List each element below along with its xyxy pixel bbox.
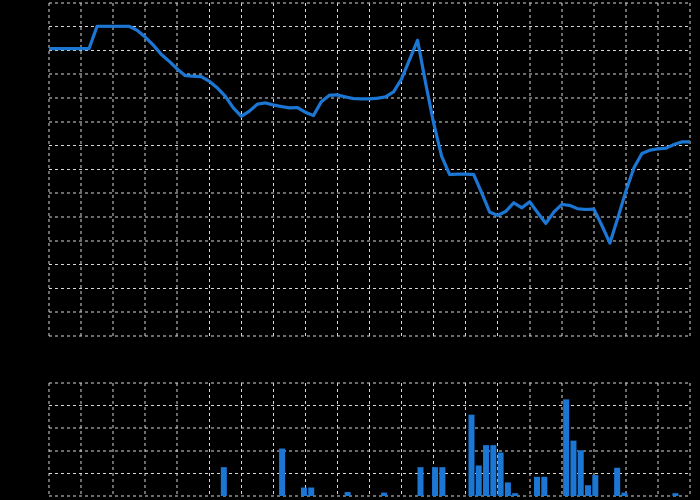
volume-bar — [308, 487, 315, 496]
price-chart-panel — [48, 2, 691, 337]
volume-bar — [483, 445, 490, 496]
volume-bar — [279, 448, 286, 496]
volume-chart-svg — [48, 382, 691, 497]
volume-bar — [432, 467, 439, 497]
volume-bar — [614, 467, 621, 496]
volume-bar — [344, 492, 351, 496]
volume-bar — [585, 485, 592, 496]
volume-bar — [570, 440, 577, 496]
volume-bar — [592, 475, 599, 496]
price-chart-svg — [48, 2, 691, 337]
volume-bar — [475, 465, 482, 496]
volume-bar — [439, 467, 446, 497]
volume-bar — [417, 467, 424, 497]
volume-bar — [300, 487, 307, 496]
volume-bar — [541, 476, 548, 496]
volume-bar — [490, 445, 497, 496]
volume-bar — [534, 476, 541, 496]
volume-bar — [577, 450, 584, 496]
volume-bar — [563, 399, 570, 496]
volume-bars — [220, 399, 679, 497]
volume-chart-panel — [0, 360, 700, 500]
volume-bar — [504, 482, 511, 496]
volume-bar — [220, 467, 227, 497]
volume-bar — [621, 492, 628, 496]
volume-bar — [672, 493, 679, 497]
volume-bar — [512, 493, 519, 497]
price-gridlines — [48, 2, 691, 337]
volume-bar — [381, 492, 388, 496]
volume-bar — [497, 452, 504, 497]
price-line-path — [49, 24, 690, 245]
volume-bar — [468, 414, 475, 496]
